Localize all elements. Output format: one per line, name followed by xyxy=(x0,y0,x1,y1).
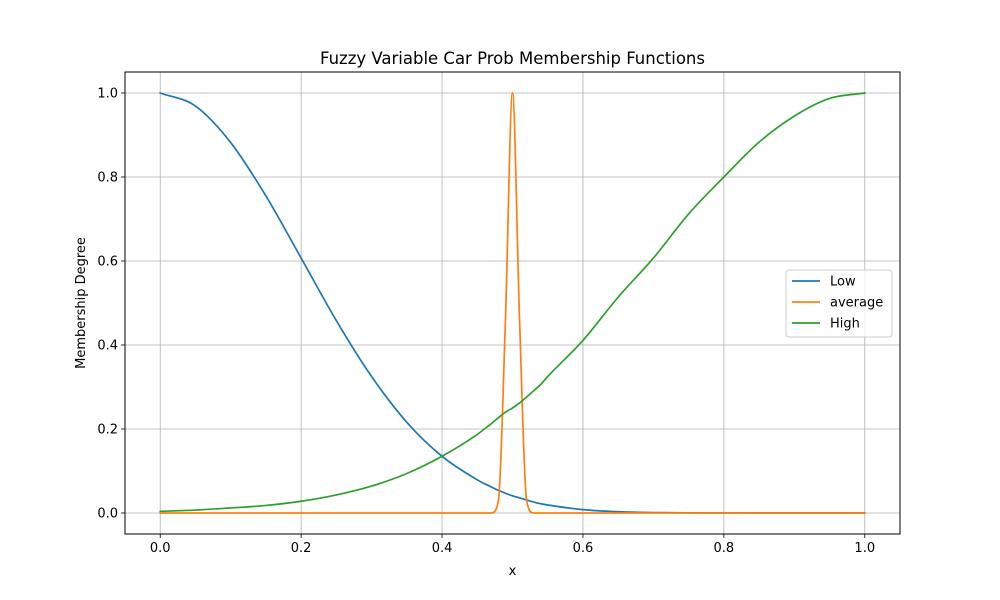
x-tick-label: 0.8 xyxy=(714,541,735,556)
chart-title: Fuzzy Variable Car Prob Membership Funct… xyxy=(320,49,705,68)
x-tick-label: 0.0 xyxy=(150,541,171,556)
plot-lines xyxy=(159,91,866,514)
legend-label-low: Low xyxy=(830,275,856,290)
x-tick-label: 0.6 xyxy=(573,541,594,556)
y-tick-label: 0.2 xyxy=(97,423,118,438)
y-tick-label: 0.6 xyxy=(97,255,118,270)
series-line-high xyxy=(159,92,866,513)
x-tick-label: 0.2 xyxy=(291,541,312,556)
x-tick-label: 1.0 xyxy=(854,541,875,556)
legend: Low average High xyxy=(785,269,893,338)
legend-box xyxy=(785,269,893,338)
x-tick-label: 0.4 xyxy=(432,541,453,556)
y-axis-label: Membership Degree xyxy=(74,237,89,369)
x-axis-label: x xyxy=(509,564,517,579)
axis-ticks: 0.0 0.2 0.4 0.6 0.8 1.0 0.0 0.2 0.4 0.6 0.8 1.0 xyxy=(97,87,875,557)
legend-label-high: High xyxy=(830,317,860,332)
y-tick-label: 0.8 xyxy=(97,171,118,186)
y-tick-label: 0.0 xyxy=(97,507,118,522)
plot-frame xyxy=(124,71,901,535)
series-line-average xyxy=(159,92,866,514)
y-tick-label: 1.0 xyxy=(97,87,118,102)
legend-label-average: average xyxy=(830,296,883,311)
y-tick-label: 0.4 xyxy=(97,339,118,354)
